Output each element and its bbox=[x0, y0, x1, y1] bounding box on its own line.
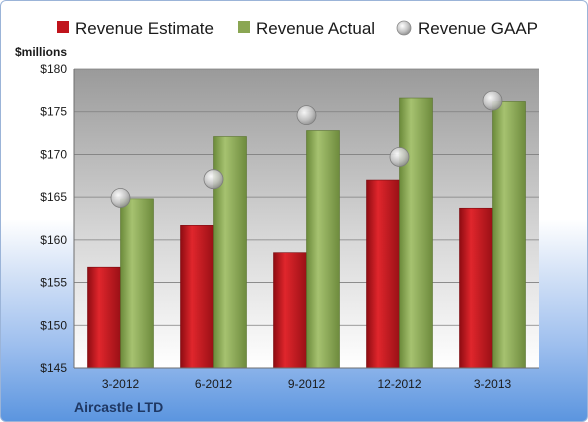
point-revenue-gaap bbox=[203, 169, 224, 190]
point-revenue-gaap bbox=[389, 147, 410, 167]
bar-revenue-actual bbox=[399, 97, 433, 369]
y-axis-unit-label: $millions bbox=[15, 45, 67, 59]
x-tick-label: 3-2012 bbox=[102, 377, 140, 391]
y-tick-label: $170 bbox=[40, 147, 67, 161]
legend-swatch-actual bbox=[238, 21, 250, 33]
legend-swatch-gaap bbox=[396, 20, 412, 36]
bar-revenue-estimate bbox=[366, 179, 400, 369]
bar-revenue-estimate bbox=[180, 225, 214, 369]
bar-revenue-estimate bbox=[459, 207, 493, 369]
x-tick-label: 3-2013 bbox=[474, 377, 512, 391]
y-tick-label: $165 bbox=[40, 190, 67, 204]
bar-revenue-actual bbox=[492, 101, 526, 369]
point-revenue-gaap bbox=[110, 188, 131, 208]
point-revenue-gaap bbox=[296, 105, 317, 126]
x-tick-label: 6-2012 bbox=[195, 377, 233, 391]
axes: $145 $150 $155 $160 $165 $170 $175 $180 3-2012 6-… bbox=[40, 62, 539, 391]
y-tick-label: $175 bbox=[40, 105, 67, 119]
bar-revenue-actual bbox=[306, 130, 340, 369]
legend: Revenue Estimate Revenue Actual Revenue … bbox=[57, 19, 538, 38]
gaap-points bbox=[110, 90, 503, 208]
bar-revenue-estimate bbox=[87, 266, 121, 369]
bars bbox=[87, 97, 526, 369]
x-tick-label: 9-2012 bbox=[288, 377, 326, 391]
y-tick-label: $145 bbox=[40, 361, 67, 375]
legend-label-gaap: Revenue GAAP bbox=[418, 19, 538, 38]
y-tick-label: $180 bbox=[40, 62, 67, 76]
legend-swatch-estimate bbox=[57, 21, 69, 33]
bar-revenue-actual bbox=[120, 198, 154, 369]
y-tick-label: $160 bbox=[40, 233, 67, 247]
y-tick-label: $150 bbox=[40, 318, 67, 332]
legend-label-estimate: Revenue Estimate bbox=[75, 19, 214, 38]
company-name: Aircastle LTD bbox=[74, 399, 163, 415]
bar-revenue-estimate bbox=[273, 252, 307, 369]
legend-label-actual: Revenue Actual bbox=[256, 19, 375, 38]
x-tick-label: 12-2012 bbox=[377, 377, 421, 391]
point-revenue-gaap bbox=[482, 90, 503, 111]
y-tick-label: $155 bbox=[40, 276, 67, 290]
